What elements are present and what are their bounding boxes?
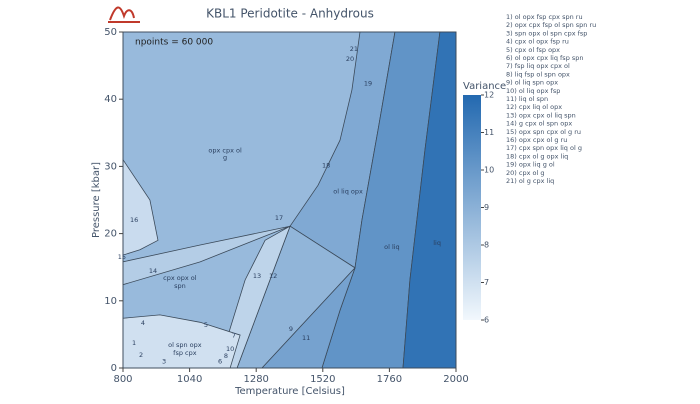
x-tick-label: 800 [113, 374, 132, 385]
legend-entry: 1) ol opx fsp cpx spn ru [506, 13, 583, 21]
field-label: 4 [141, 319, 145, 327]
field-label: g [223, 154, 227, 162]
x-tick-label: 1040 [177, 374, 202, 385]
legend-entry: 12) cpx liq ol opx [506, 103, 562, 111]
field-label: 14 [149, 267, 157, 275]
field-label: 1 [132, 339, 136, 347]
legend-entry: 9) ol liq spn opx [506, 79, 558, 87]
legend-entry: 10) ol liq opx fsp [506, 87, 560, 95]
field-label: ol spn opx [168, 341, 202, 349]
annotation: npoints = 60 000 [135, 38, 213, 48]
field-label: 20 [346, 55, 354, 63]
x-tick-label: 1760 [377, 374, 402, 385]
y-axis-title: Pressure [kbar] [91, 162, 102, 238]
field-label: 12 [269, 272, 277, 280]
y-tick-label: 40 [104, 94, 117, 105]
field-label: 11 [302, 334, 310, 342]
field-label: 17 [275, 214, 283, 222]
legend-entry: 21) ol g cpx liq [506, 177, 554, 185]
field-label: spn [174, 282, 186, 290]
x-axis-title: Temperature [Celsius] [234, 386, 345, 397]
legend-entry: 16) opx cpx ol g ru [506, 136, 567, 144]
field-label: ol liq [384, 243, 400, 251]
legend-entry: 2) opx cpx fsp ol spn spn ru [506, 21, 596, 29]
legend-entry: 20) cpx ol g [506, 169, 544, 177]
legend-entry: 6) ol opx cpx liq fsp spn [506, 54, 584, 62]
legend-entry: 15) opx spn cpx ol g ru [506, 128, 581, 136]
field-label: 7 [232, 332, 236, 340]
field-label: opx cpx ol [208, 146, 242, 154]
field-label: 15 [118, 253, 126, 261]
field-label: 9 [289, 325, 293, 333]
field-label: 6 [218, 357, 222, 365]
legend-entry: 11) liq ol spn [506, 95, 548, 103]
field-label: liq [433, 239, 441, 247]
plot-frame [122, 31, 457, 369]
colorbar-tick-label: 10 [484, 166, 494, 175]
field-label: fsp cpx [173, 349, 197, 357]
colorbar-tick-label: 6 [484, 316, 489, 325]
y-tick-label: 30 [104, 161, 117, 172]
x-tick-label: 1520 [310, 374, 335, 385]
field-label: 16 [130, 216, 138, 224]
field-label: 3 [162, 357, 166, 365]
field-label: 19 [364, 80, 372, 88]
legend-entry: 8) liq fsp ol spn opx [506, 70, 570, 78]
field-label: 21 [350, 45, 358, 53]
logo [108, 6, 140, 23]
legend-entry: 4) cpx ol opx fsp ru [506, 38, 569, 46]
colorbar-tick-label: 7 [484, 278, 489, 287]
field-label: 2 [139, 351, 143, 359]
field-label: 18 [322, 162, 330, 170]
field-label: 13 [253, 272, 261, 280]
y-tick-label: 20 [104, 229, 117, 240]
legend-entry: 7) fsp liq opx cpx ol [506, 62, 570, 70]
colorbar-title: Variance [463, 81, 506, 92]
colorbar-tick-label: 8 [484, 241, 489, 250]
legend-entry: 13) opx cpx ol liq spn [506, 111, 576, 119]
colorbar-tick-label: 9 [484, 203, 489, 212]
field-label: 5 [204, 321, 208, 329]
legend-entry: 14) g cpx ol spn opx [506, 120, 572, 128]
field-label: cpx opx ol [163, 274, 197, 282]
field-label: 8 [224, 352, 228, 360]
field-label: 10 [226, 345, 234, 353]
legend-entry: 3) spn opx ol spn cpx fsp [506, 29, 587, 37]
colorbar [463, 95, 481, 320]
field-label: ol liq opx [333, 187, 363, 195]
x-tick-label: 2000 [443, 374, 468, 385]
legend-entry: 18) cpx ol g opx liq [506, 152, 568, 160]
y-tick-label: 10 [104, 296, 117, 307]
chart-title: KBL1 Peridotite - Anhydrous [206, 7, 374, 21]
legend-entry: 5) cpx ol fsp opx [506, 46, 560, 54]
colorbar-tick-label: 12 [484, 91, 494, 100]
legend-entry: 17) cpx spn opx liq ol g [506, 144, 582, 152]
legend-entry: 19) opx liq g ol [506, 161, 555, 169]
x-tick-label: 1280 [243, 374, 268, 385]
y-tick-label: 50 [104, 27, 117, 38]
y-tick-label: 0 [111, 363, 117, 374]
colorbar-tick-label: 11 [484, 128, 494, 137]
